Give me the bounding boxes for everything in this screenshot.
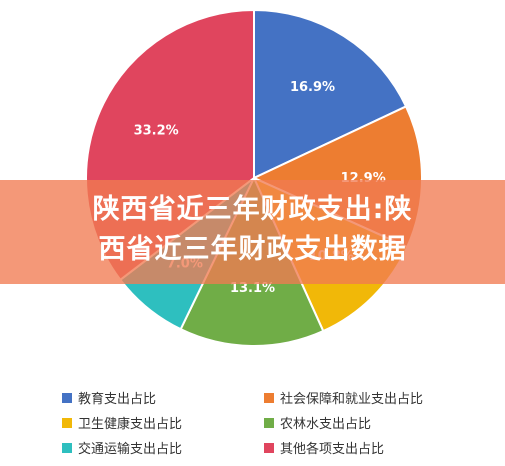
legend-swatch — [264, 442, 274, 453]
legend-item-4: 农林水支出占比 — [264, 413, 371, 432]
legend-swatch — [62, 417, 72, 428]
legend-label: 农林水支出占比 — [280, 417, 372, 432]
pie-slice-1 — [253, 8, 408, 180]
data-label-1: 16.9% — [290, 80, 335, 95]
banner-title-line-2: 西省近三年财政支出数据 — [98, 234, 407, 265]
banner-title: 陕西省近三年财政支出:陕 西省近三年财政支出数据 — [0, 190, 505, 270]
data-label-4: 13.1% — [230, 281, 275, 296]
title-banner — [0, 180, 505, 284]
legend-item-1: 教育支出占比 — [62, 388, 156, 407]
banner-title-line-1: 陕西省近三年财政支出:陕 — [92, 194, 413, 225]
legend-item-5: 交通运输支出占比 — [62, 438, 182, 457]
legend-swatch — [62, 392, 72, 403]
legend-label: 教育支出占比 — [78, 392, 157, 407]
legend-label: 交通运输支出占比 — [78, 442, 183, 457]
legend-item-3: 卫生健康支出占比 — [62, 413, 182, 432]
legend-label: 社会保障和就业支出占比 — [280, 392, 424, 407]
legend-label: 其他各项支出占比 — [280, 442, 385, 457]
legend-label: 卫生健康支出占比 — [78, 417, 183, 432]
legend-swatch — [264, 417, 274, 428]
legend-item-6: 其他各项支出占比 — [264, 438, 384, 457]
data-label-6: 33.2% — [134, 124, 179, 139]
legend-swatch — [264, 392, 274, 403]
legend-swatch — [62, 442, 72, 453]
legend-item-2: 社会保障和就业支出占比 — [264, 388, 423, 407]
